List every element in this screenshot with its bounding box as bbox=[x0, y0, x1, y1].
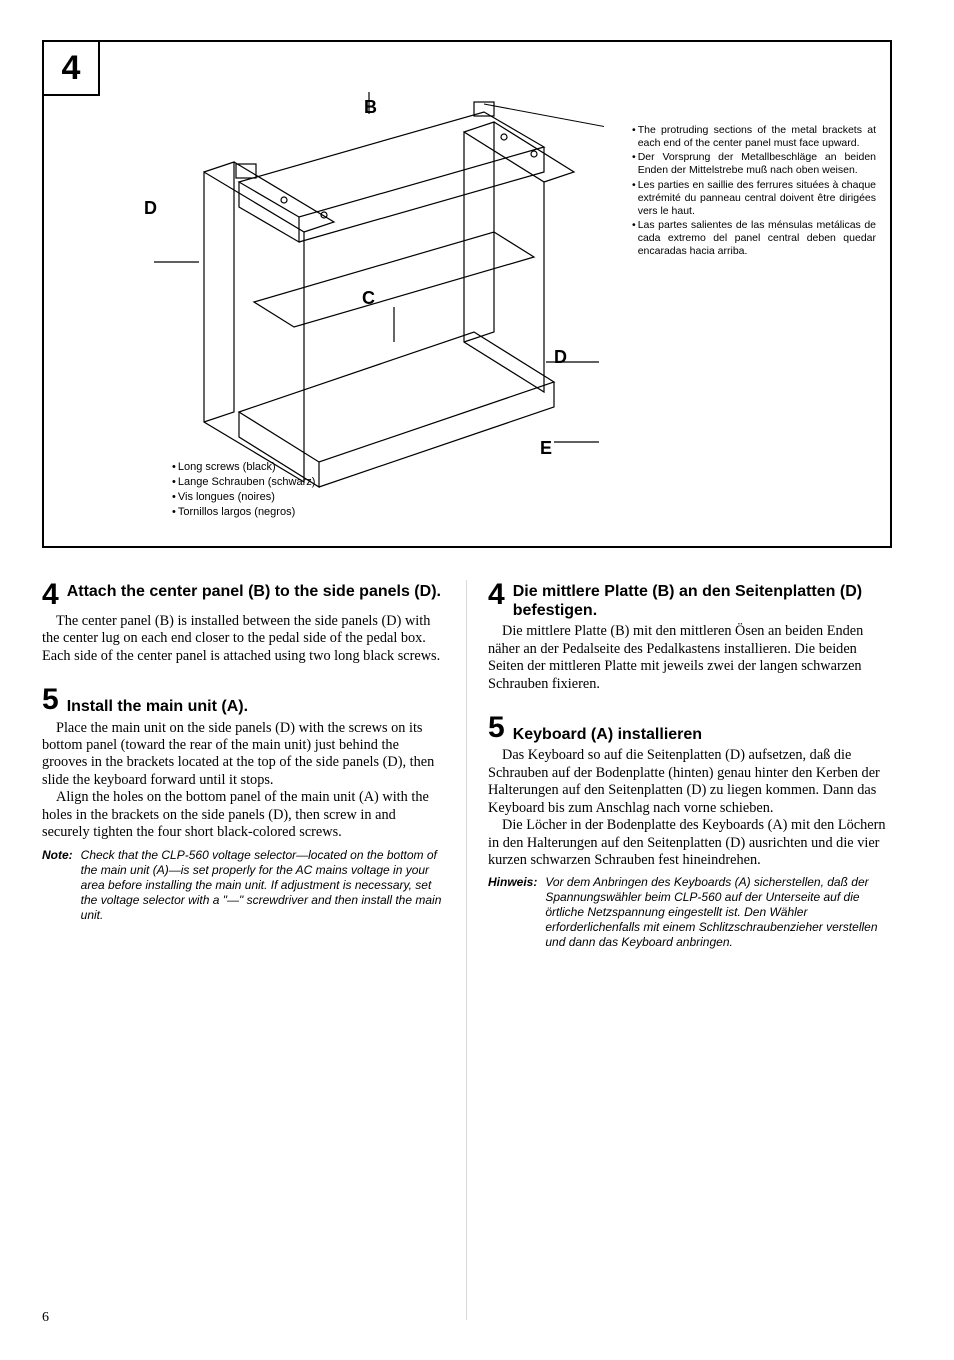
screw-notes: Long screws (black) Lange Schrauben (sch… bbox=[172, 460, 315, 519]
note-label: Note: bbox=[42, 848, 73, 923]
step-4-de: 4 Die mittlere Platte (B) an den Seitenp… bbox=[488, 580, 892, 693]
bracket-notes: The protruding sections of the metal bra… bbox=[632, 124, 876, 259]
step-title: Keyboard (A) installieren bbox=[513, 713, 702, 744]
figure-step-number: 4 bbox=[42, 40, 100, 96]
step-5-en: 5 Install the main unit (A). Place the m… bbox=[42, 685, 446, 922]
note-text: Check that the CLP-560 voltage selector—… bbox=[81, 848, 446, 923]
step-body-para: Die mittlere Platte (B) mit den mittlere… bbox=[488, 623, 892, 693]
step-num: 4 bbox=[488, 580, 505, 610]
label-c: C bbox=[362, 288, 375, 309]
text-columns: 4 Attach the center panel (B) to the sid… bbox=[42, 580, 892, 970]
bracket-note: The protruding sections of the metal bra… bbox=[638, 124, 876, 150]
step-title: Install the main unit (A). bbox=[67, 685, 248, 716]
step-body-para: The center panel (B) is installed betwee… bbox=[42, 613, 446, 665]
step-num: 4 bbox=[42, 580, 59, 610]
label-d-left: D bbox=[144, 198, 157, 219]
step-5-de: 5 Keyboard (A) installieren Das Keyboard… bbox=[488, 713, 892, 950]
step-4-en: 4 Attach the center panel (B) to the sid… bbox=[42, 580, 446, 665]
note-text: Vor dem Anbringen des Keyboards (A) sich… bbox=[545, 875, 892, 950]
screw-note: Lange Schrauben (schwarz) bbox=[172, 475, 315, 490]
bracket-note: Der Vorsprung der Metallbeschläge an bei… bbox=[638, 151, 876, 177]
step-num: 5 bbox=[42, 685, 59, 715]
step-body-para: Das Keyboard so auf die Seitenplatten (D… bbox=[488, 747, 892, 817]
label-b: B bbox=[364, 97, 377, 118]
step-title: Die mittlere Platte (B) an den Seitenpla… bbox=[513, 580, 892, 620]
bracket-note: Les parties en saillie des ferrures situ… bbox=[638, 179, 876, 218]
note-label: Hinweis: bbox=[488, 875, 537, 950]
note-de: Hinweis: Vor dem Anbringen des Keyboards… bbox=[488, 875, 892, 950]
step-body-para: Die Löcher in der Bodenplatte des Keyboa… bbox=[488, 817, 892, 869]
screw-note: Long screws (black) bbox=[172, 460, 315, 475]
label-e: E bbox=[540, 438, 552, 459]
page-number: 6 bbox=[42, 1310, 49, 1326]
screw-note: Tornillos largos (negros) bbox=[172, 505, 315, 520]
column-right: 4 Die mittlere Platte (B) an den Seitenp… bbox=[488, 580, 892, 970]
bracket-note: Las partes salientes de las ménsulas met… bbox=[638, 219, 876, 258]
step-num: 5 bbox=[488, 713, 505, 743]
step-body-para: Place the main unit on the side panels (… bbox=[42, 720, 446, 790]
step-title: Attach the center panel (B) to the side … bbox=[67, 580, 441, 601]
column-left: 4 Attach the center panel (B) to the sid… bbox=[42, 580, 446, 970]
note-en: Note: Check that the CLP-560 voltage sel… bbox=[42, 848, 446, 923]
figure-box: 4 bbox=[42, 40, 892, 548]
step-body-para: Align the holes on the bottom panel of t… bbox=[42, 789, 446, 841]
label-d-right: D bbox=[554, 347, 567, 368]
screw-note: Vis longues (noires) bbox=[172, 490, 315, 505]
